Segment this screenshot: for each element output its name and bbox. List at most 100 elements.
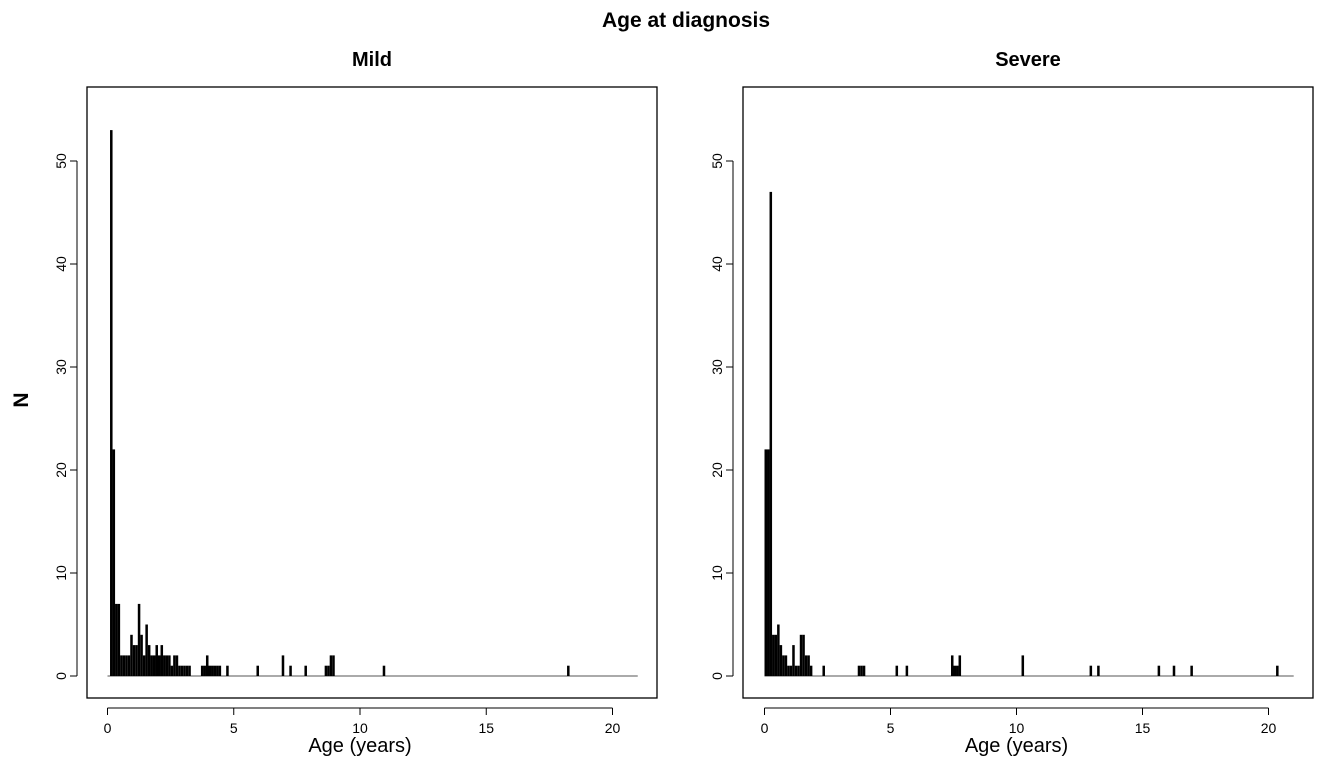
histogram-bar: [115, 603, 118, 676]
histogram-bar: [110, 130, 113, 677]
histogram-bar: [860, 665, 863, 676]
histogram-bar: [183, 665, 186, 676]
histogram-bar: [822, 665, 825, 676]
x-tick-label: 15: [1135, 720, 1151, 736]
x-tick-label: 0: [104, 720, 112, 736]
x-tick-label: 20: [1261, 720, 1277, 736]
histogram-bar: [203, 665, 206, 676]
histogram-bar: [304, 665, 307, 676]
histogram-bar: [211, 665, 214, 676]
y-tick-label: 0: [709, 672, 725, 680]
histogram-bar: [256, 665, 259, 676]
y-tick-label: 20: [709, 462, 725, 478]
panel-mild: Mild 0 5 10 15 20 Age (years) 0 10 20 30 40 50: [53, 49, 658, 757]
histogram-bar: [799, 634, 803, 676]
x-axis-label: Age (years): [308, 735, 411, 757]
histogram-bar: [185, 665, 189, 676]
histogram-bar: [200, 665, 204, 676]
histogram-bar: [145, 624, 148, 676]
y-tick-label: 10: [709, 565, 725, 581]
histogram-bar: [804, 655, 808, 676]
histogram-bar: [120, 655, 123, 676]
histogram-bar: [205, 655, 209, 676]
histogram-bar: [180, 665, 184, 676]
x-tick-label: 15: [478, 720, 494, 736]
histogram-bar: [779, 645, 783, 676]
histogram-bar: [764, 449, 768, 676]
histogram-bar: [137, 603, 141, 676]
histogram-bar: [122, 655, 126, 676]
histogram-bar: [163, 655, 166, 676]
histogram-bar: [1276, 665, 1279, 676]
histogram-bar: [140, 634, 143, 676]
histogram-bar: [281, 655, 285, 676]
histogram-bar: [774, 634, 778, 676]
histogram-bar: [135, 645, 138, 676]
histogram-bar: [1021, 655, 1025, 676]
x-tick-label: 10: [352, 720, 368, 736]
histogram-bar: [950, 655, 954, 676]
y-tick-label: 30: [53, 359, 69, 375]
x-tick-label: 10: [1009, 720, 1025, 736]
panel-severe: Severe 0 5 10 15 20 Age (years) 0 10 20 30 40 50: [709, 49, 1314, 757]
histogram-bar: [809, 665, 813, 676]
histogram-bar: [327, 665, 330, 676]
x-tick-label: 0: [761, 720, 769, 736]
histogram-bar: [127, 655, 131, 676]
histogram-bar: [862, 665, 866, 676]
histogram-bar: [772, 634, 775, 676]
plot-frame-mild: [86, 86, 658, 699]
histogram-bar: [175, 655, 179, 676]
histogram-bar: [1089, 665, 1093, 676]
x-tick-label: 5: [887, 720, 895, 736]
histogram-bar: [958, 655, 962, 676]
y-tick-label: 20: [53, 462, 69, 478]
y-tick-label: 30: [709, 359, 725, 375]
histogram-bar: [782, 655, 785, 676]
y-tick-label: 50: [709, 153, 725, 169]
figure-title: Age at diagnosis: [602, 9, 770, 32]
histogram-bar: [324, 665, 328, 676]
x-tick-label: 5: [230, 720, 238, 736]
histogram-bar: [173, 655, 176, 676]
histogram-bar: [567, 665, 570, 676]
histogram-bar: [789, 665, 793, 676]
histogram-bar: [332, 655, 335, 676]
histogram-bar: [170, 665, 174, 676]
histogram-bar: [216, 665, 219, 676]
histogram-bar: [168, 655, 171, 676]
y-tick-label: 0: [53, 672, 69, 680]
histogram-bar: [767, 449, 770, 676]
histogram-bar: [289, 665, 292, 676]
histogram-bar: [213, 665, 217, 676]
y-tick-label: 50: [53, 153, 69, 169]
histogram-bar: [226, 665, 229, 676]
histogram-bar: [208, 665, 212, 676]
histogram-bar: [329, 655, 333, 676]
histogram-bar: [158, 655, 161, 676]
histogram-bar: [160, 645, 164, 676]
histogram-bar: [147, 645, 151, 676]
panel-title-mild: Mild: [352, 49, 392, 71]
histogram-bar: [769, 191, 773, 676]
histogram-bar: [787, 665, 790, 676]
histogram-bar: [152, 655, 156, 676]
histogram-bar: [1097, 665, 1100, 676]
histogram-bar: [112, 449, 116, 676]
histogram-bar: [953, 665, 957, 676]
histogram-bar: [142, 655, 146, 676]
y-tick-label: 40: [53, 256, 69, 272]
histogram-bar: [792, 645, 795, 676]
histogram-bar: [802, 634, 805, 676]
panel-title-severe: Severe: [995, 49, 1061, 71]
histogram-bar: [807, 655, 810, 676]
y-tick-label: 40: [709, 256, 725, 272]
y-tick-label: 10: [53, 565, 69, 581]
histogram-bar: [150, 655, 153, 676]
histogram-bar: [956, 665, 959, 676]
x-tick-label: 20: [605, 720, 621, 736]
histogram-bar: [777, 624, 780, 676]
histogram-bar: [794, 665, 798, 676]
histogram-bar: [797, 665, 800, 676]
